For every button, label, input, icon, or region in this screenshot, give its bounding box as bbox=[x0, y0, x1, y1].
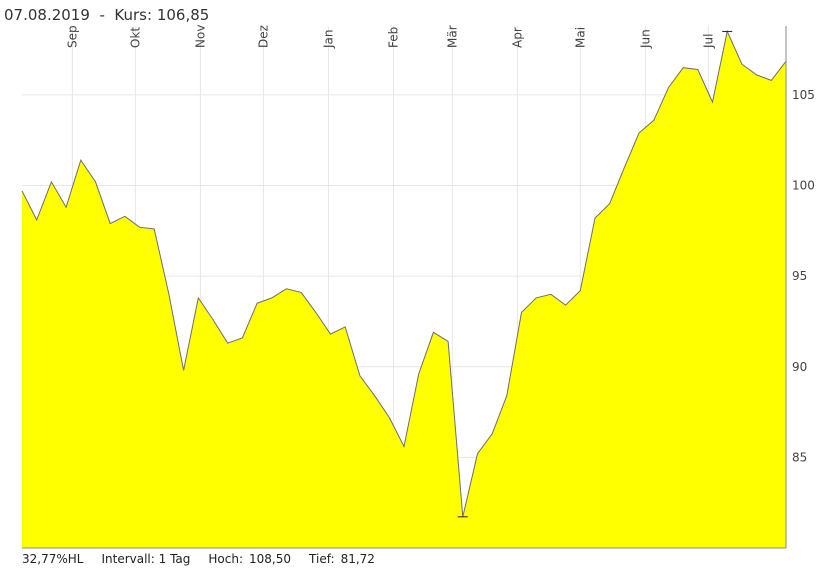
x-tick-label: Jul bbox=[701, 34, 715, 49]
price-line bbox=[21, 29, 787, 517]
header-separator: - bbox=[99, 6, 105, 24]
x-tick-label: Okt bbox=[128, 27, 142, 48]
footer-high-label: Hoch: bbox=[208, 552, 244, 566]
x-tick-label: Jun bbox=[638, 29, 652, 49]
footer-low-value: 81,72 bbox=[340, 552, 375, 566]
y-tick-label: 100 bbox=[792, 179, 815, 193]
footer-high: Hoch: 108,50 bbox=[208, 552, 291, 566]
footer-interval-label: Intervall: bbox=[101, 552, 155, 566]
y-tick-label: 90 bbox=[792, 360, 807, 374]
footer-low-label: Tief: bbox=[309, 552, 335, 566]
y-tick-label: 95 bbox=[792, 269, 807, 283]
x-tick-label: Jan bbox=[321, 30, 335, 50]
x-tick-label: Feb bbox=[387, 27, 401, 48]
header-price-value: 106,85 bbox=[156, 6, 210, 24]
footer-interval: Intervall: 1 Tag bbox=[101, 552, 190, 566]
x-tick-label: Apr bbox=[510, 27, 524, 48]
chart-title: 07.08.2019 - Kurs: 106,85 bbox=[4, 6, 209, 24]
chart-footer: 32,77%HL Intervall: 1 Tag Hoch: 108,50 Ti… bbox=[22, 552, 375, 566]
x-tick-label: Mär bbox=[445, 25, 459, 48]
x-tick-label: Nov bbox=[193, 25, 207, 48]
footer-high-value: 108,50 bbox=[249, 552, 292, 566]
x-tick-label: Sep bbox=[65, 25, 79, 48]
y-tick-label: 105 bbox=[792, 88, 815, 102]
footer-interval-value: 1 Tag bbox=[158, 552, 191, 566]
header-price-label: Kurs: bbox=[114, 6, 153, 24]
x-tick-label: Dez bbox=[256, 25, 270, 48]
x-tick-label: Mai bbox=[573, 27, 587, 48]
y-tick-label: 85 bbox=[792, 450, 807, 464]
footer-low: Tief: 81,72 bbox=[309, 552, 375, 566]
header-date: 07.08.2019 bbox=[4, 6, 90, 24]
price-area bbox=[22, 31, 786, 548]
footer-range: 32,77%HL bbox=[22, 552, 84, 566]
